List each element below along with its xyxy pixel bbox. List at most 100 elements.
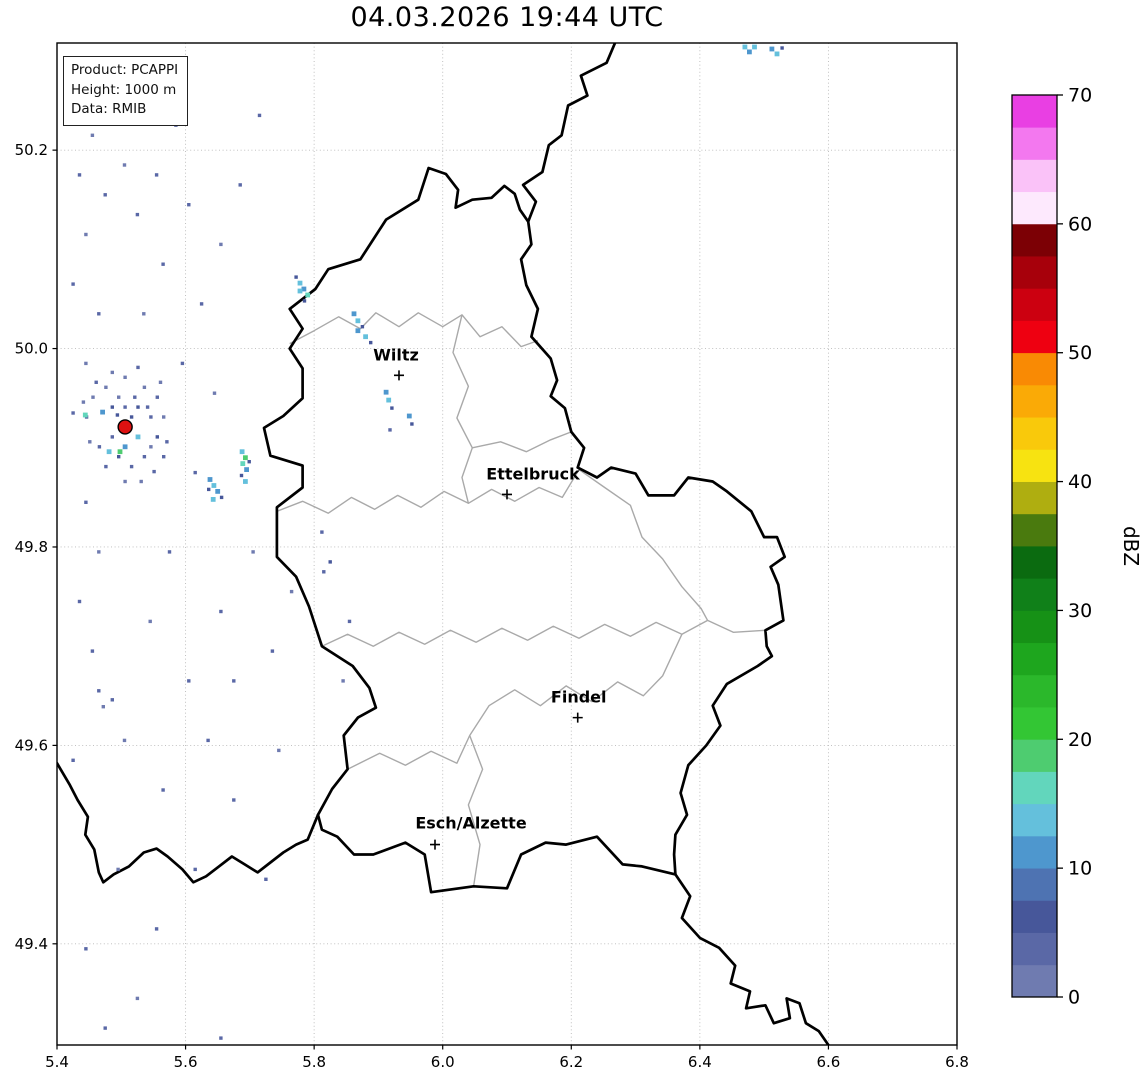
x-tick-label: 5.4 (45, 1053, 69, 1071)
y-tick-label: 50.0 (15, 340, 48, 358)
radar-echo-pixel (219, 242, 223, 247)
radar-echo-layer (71, 44, 784, 1040)
radar-echo-pixel (154, 927, 159, 931)
radar-echo-pixel (219, 1036, 223, 1040)
radar-echo-pixel (341, 679, 345, 683)
info-box: Product: PCAPPI Height: 1000 m Data: RMI… (63, 56, 189, 126)
radar-echo-pixel (383, 389, 389, 395)
radar-echo-pixel (136, 365, 140, 370)
city-label: Findel (551, 688, 607, 707)
radar-echo-pixel (162, 415, 166, 419)
colorbar-band (1012, 320, 1057, 354)
radar-echo-pixel (165, 440, 169, 444)
radar-echo-pixel (747, 49, 752, 55)
colorbar-tick-label: 50 (1068, 342, 1092, 364)
radar-echo-pixel (81, 400, 86, 404)
radar-echo-pixel (142, 385, 147, 389)
radar-echo-pixel (90, 133, 95, 137)
y-tick-label: 50.2 (15, 141, 48, 159)
canton-border-line (472, 431, 572, 453)
radar-echo-pixel (129, 415, 134, 419)
colorbar-band (1012, 900, 1057, 933)
x-tick-label: 6.6 (816, 1053, 840, 1071)
radar-echo-pixel (71, 282, 75, 286)
radar-echo-pixel (322, 570, 326, 574)
colorbar-band (1012, 868, 1057, 901)
radar-echo-pixel (320, 530, 324, 534)
colorbar-band (1012, 223, 1057, 257)
radar-echo-pixel (154, 173, 159, 177)
radar-echo-pixel (351, 311, 357, 317)
colorbar-band (1012, 481, 1057, 515)
radar-echo-pixel (82, 412, 88, 418)
radar-echo-pixel (123, 375, 127, 379)
radar-echo-pixel (136, 405, 140, 409)
radar-echo-pixel (244, 467, 249, 472)
radar-echo-pixel (410, 422, 414, 426)
colorbar-band (1012, 964, 1057, 998)
radar-site-marker (117, 419, 133, 435)
radar-echo-pixel (207, 477, 213, 482)
radar-echo-pixel (328, 560, 332, 564)
canton-border-line (578, 469, 709, 621)
radar-echo-pixel (133, 395, 137, 399)
radar-echo-pixel (117, 449, 123, 455)
radar-echo-pixel (270, 649, 275, 653)
colorbar-band (1012, 803, 1057, 837)
radar-echo-pixel (103, 193, 107, 197)
radar-echo-pixel (71, 758, 75, 762)
radar-echo-pixel (301, 286, 307, 292)
colorbar-tick-label: 10 (1068, 858, 1092, 880)
radar-echo-pixel (251, 550, 255, 554)
colorbar-band (1012, 352, 1057, 386)
city-plus-marker (430, 839, 440, 850)
canton-border-line (289, 312, 539, 348)
radar-echo-pixel (240, 461, 246, 466)
belgium-germany-border (521, 43, 617, 223)
radar-echo-pixel (84, 232, 88, 237)
radar-echo-pixel (193, 867, 197, 872)
colorbar-band (1012, 288, 1057, 321)
colorbar-band (1012, 191, 1057, 225)
radar-echo-pixel (122, 444, 128, 450)
y-tick-label: 49.4 (15, 935, 48, 953)
radar-echo-pixel (88, 440, 92, 444)
radar-echo-pixel (149, 445, 153, 449)
colorbar: 0 10 20 30 40 50 60 70 (1011, 85, 1092, 1009)
radar-echo-pixel (355, 328, 361, 334)
colorbar-tick-label: 70 (1068, 85, 1092, 107)
radar-echo-pixel (117, 395, 121, 399)
radar-echo-pixel (135, 996, 140, 1001)
radar-echo-pixel (148, 619, 152, 624)
x-tick-label: 6.0 (431, 1053, 455, 1071)
colorbar-band (1012, 932, 1057, 966)
radar-echo-pixel (369, 340, 373, 345)
radar-echo-pixel (219, 495, 224, 500)
radar-echo-pixel (84, 947, 88, 951)
colorbar-band (1012, 417, 1057, 450)
info-height: Height: 1000 m (71, 81, 177, 98)
radar-echo-pixel (211, 483, 217, 488)
radar-echo-pixel (84, 361, 88, 366)
radar-echo-pixel (97, 550, 101, 554)
colorbar-band (1012, 610, 1057, 644)
radar-echo-pixel (257, 113, 262, 118)
grid-layer (56, 43, 958, 1045)
colorbar-tick-label: 20 (1068, 729, 1092, 751)
canton-border-line (276, 469, 580, 514)
radar-echo-pixel (84, 500, 88, 504)
radar-echo-pixel (142, 455, 147, 459)
radar-echo-pixel (110, 435, 114, 439)
radar-echo-pixel (110, 698, 114, 702)
radar-echo-pixel (104, 385, 108, 389)
city-plus-marker (572, 712, 583, 723)
colorbar-band (1012, 513, 1057, 547)
colorbar-band (1012, 739, 1057, 772)
radar-echo-pixel (386, 397, 392, 403)
radar-echo-pixel (97, 312, 101, 316)
radar-echo-pixel (294, 275, 298, 279)
radar-echo-pixel (162, 455, 166, 459)
radar-echo-pixel (264, 877, 268, 881)
y-tick-label: 49.8 (15, 538, 48, 556)
